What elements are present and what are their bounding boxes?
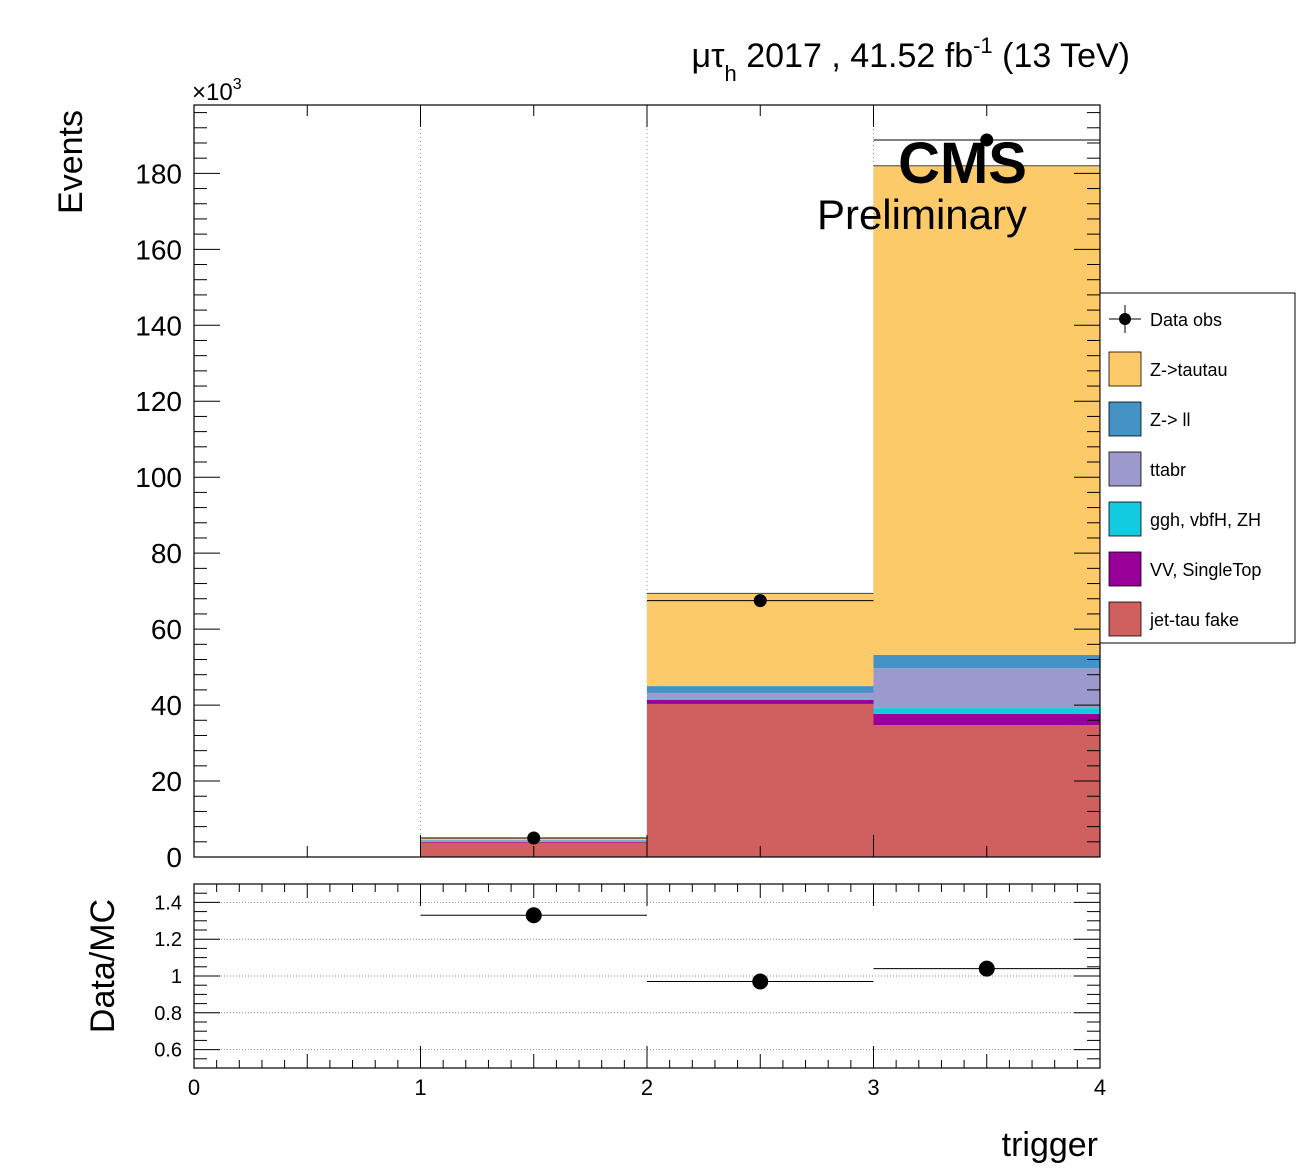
legend: Data obs Z->tautau Z-> ll ttabr ggh, vbfH, Z… [1099, 292, 1296, 644]
y-tick-label: 0 [166, 842, 182, 873]
y-tick-label: 60 [151, 614, 182, 645]
legend-swatch [1108, 501, 1142, 537]
ratio-point [752, 973, 769, 990]
header-channel-sub: h [725, 61, 737, 86]
ratio-y-axis-title: Data/MC [84, 899, 122, 1033]
ratio-point [978, 960, 995, 977]
stack-bar-segment [647, 593, 874, 687]
y-multiplier-exp: 3 [233, 76, 242, 93]
y-tick-label: 120 [135, 386, 182, 417]
data-obs-point [980, 133, 994, 147]
main-axes-ticks: 0 20 40 60 80 100 120 140 160 180 [135, 105, 1101, 873]
legend-swatch [1108, 351, 1142, 387]
legend-swatch [1108, 451, 1142, 487]
ratio-panel: 0.6 0.8 1 1.2 1.4 0 1 2 3 4 Data/MC trigger [84, 883, 1106, 1164]
legend-label: VV, SingleTop [1150, 560, 1261, 580]
header-energy: (13 TeV) [993, 37, 1130, 75]
ratio-axes-ticks: 0.6 0.8 1 1.2 1.4 0 1 2 3 4 [154, 883, 1106, 1100]
data-obs-point [753, 594, 767, 608]
ratio-y-tick-label: 0.6 [154, 1040, 182, 1062]
legend-label: Data obs [1150, 310, 1222, 330]
stack-bar-segment [647, 686, 874, 693]
y-tick-label: 180 [135, 158, 182, 189]
header-channel: μτ [692, 37, 726, 75]
y-axis-title: Events [52, 110, 90, 214]
ratio-y-tick-label: 1.4 [154, 892, 182, 914]
x-tick-label: 1 [414, 1075, 426, 1100]
ratio-y-tick-label: 1 [171, 966, 182, 988]
legend-swatch [1108, 551, 1142, 587]
y-tick-label: 140 [135, 310, 182, 341]
ratio-y-tick-label: 1.2 [154, 929, 182, 951]
y-tick-label: 160 [135, 234, 182, 265]
legend-label: ggh, vbfH, ZH [1150, 510, 1261, 530]
legend-marker [1119, 313, 1131, 325]
stack-bar-segment [873, 725, 1100, 857]
cms-label: CMS [898, 131, 1027, 196]
legend-label: jet-tau fake [1149, 610, 1239, 630]
y-multiplier-base: ×10 [192, 79, 233, 106]
stack-bar-segment [647, 699, 874, 704]
y-tick-label: 80 [151, 538, 182, 569]
stack-bar-segment [873, 165, 1100, 655]
ratio-gridlines [194, 901, 1100, 1051]
y-tick-label: 40 [151, 690, 182, 721]
header-lumi-exp: -1 [973, 33, 993, 58]
stack-bar-segment [873, 668, 1100, 709]
stack-bar-segment [873, 654, 1100, 669]
legend-swatch [1108, 601, 1142, 637]
ratio-point [525, 907, 542, 924]
stack-bar-segment [873, 708, 1100, 714]
legend-label: Z-> ll [1150, 410, 1191, 430]
main-panel: 0 20 40 60 80 100 120 140 160 180 ×103 Events CMS… [52, 76, 1101, 873]
stack-bars [420, 165, 1100, 857]
legend-label: Z->tautau [1150, 360, 1228, 380]
x-tick-label: 4 [1094, 1075, 1106, 1100]
ratio-points [420, 907, 1100, 990]
ratio-y-tick-label: 0.8 [154, 1003, 182, 1025]
x-axis-title: trigger [1002, 1126, 1098, 1164]
header-year-lumi: 2017 , 41.52 fb [737, 37, 973, 75]
stack-bar-segment [873, 713, 1100, 726]
x-tick-label: 3 [867, 1075, 879, 1100]
x-tick-label: 0 [188, 1075, 200, 1100]
data-obs-points [420, 133, 1100, 845]
stack-bar-segment [647, 703, 874, 857]
data-obs-point [527, 831, 541, 845]
legend-label: ttabr [1150, 460, 1186, 480]
plot-header: μτh 2017 , 41.52 fb-1 (13 TeV) [692, 33, 1130, 86]
y-multiplier: ×103 [192, 76, 242, 106]
x-tick-label: 2 [641, 1075, 653, 1100]
y-tick-label: 20 [151, 766, 182, 797]
y-tick-label: 100 [135, 462, 182, 493]
stack-bar-segment [647, 692, 874, 699]
legend-swatch [1108, 401, 1142, 437]
cms-preliminary: Preliminary [817, 191, 1027, 238]
stack-bar-segment [647, 698, 874, 700]
